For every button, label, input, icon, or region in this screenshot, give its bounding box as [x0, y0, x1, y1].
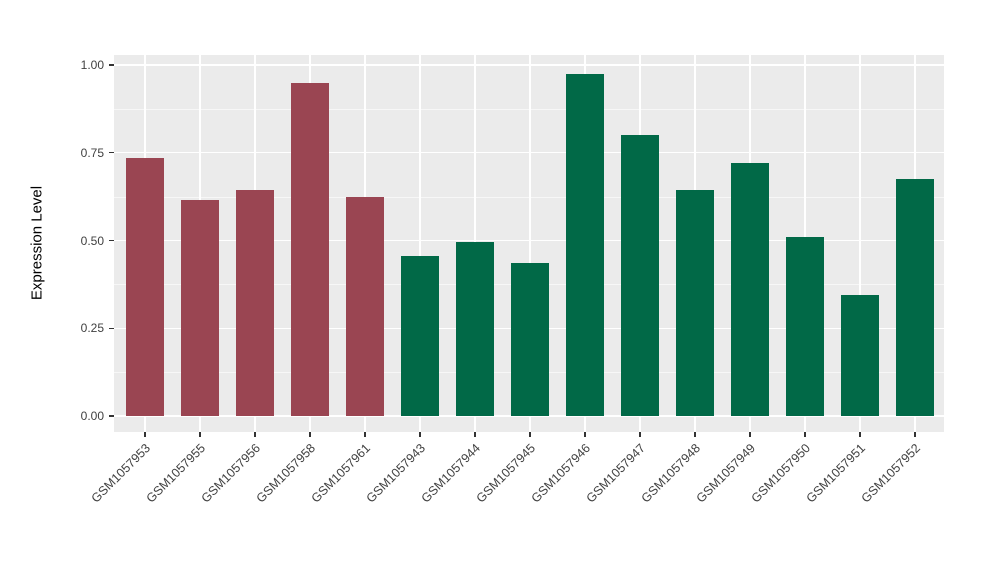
x-tick-mark — [804, 432, 806, 437]
bar-GSM1057950 — [786, 237, 824, 416]
y-tick-label: 0.50 — [80, 233, 104, 248]
horizontal-minor-gridline — [114, 108, 944, 110]
x-tick-mark — [144, 432, 146, 437]
bar-GSM1057953 — [126, 158, 164, 416]
horizontal-major-gridline — [114, 64, 944, 66]
vertical-gridline — [859, 55, 861, 432]
horizontal-minor-gridline — [114, 196, 944, 198]
bar-GSM1057961 — [346, 197, 384, 416]
bar-GSM1057946 — [566, 74, 604, 416]
bar-GSM1057952 — [896, 179, 934, 416]
x-tick-mark — [474, 432, 476, 437]
y-tick-label: 0.00 — [80, 409, 104, 423]
x-tick-mark — [749, 432, 751, 437]
y-tick-label: 0.25 — [80, 321, 104, 336]
plot-panel — [114, 55, 944, 432]
horizontal-major-gridline — [114, 239, 944, 242]
x-tick-mark — [694, 432, 696, 437]
bar-GSM1057958 — [291, 83, 329, 416]
bar-GSM1057951 — [841, 295, 879, 416]
vertical-gridline — [529, 55, 531, 432]
x-tick-mark — [419, 432, 421, 437]
y-tick-mark — [109, 239, 114, 242]
x-tick-mark — [639, 432, 641, 437]
x-tick-mark — [529, 432, 531, 437]
y-tick-mark — [109, 415, 114, 417]
bar-GSM1057943 — [401, 256, 439, 416]
bar-GSM1057947 — [621, 135, 659, 416]
vertical-gridline — [419, 55, 421, 432]
bar-GSM1057945 — [511, 263, 549, 416]
bar-GSM1057944 — [456, 242, 494, 416]
bar-GSM1057948 — [676, 190, 714, 416]
bar-GSM1057949 — [731, 163, 769, 416]
y-tick-label: 0.75 — [80, 145, 104, 160]
bar-GSM1057956 — [236, 190, 274, 416]
x-tick-mark — [254, 432, 256, 437]
y-tick-label: 1.00 — [80, 58, 104, 72]
y-tick-mark — [109, 152, 114, 154]
x-tick-mark — [914, 432, 916, 437]
y-tick-mark — [109, 64, 114, 66]
x-tick-mark — [859, 432, 861, 437]
bar-GSM1057955 — [181, 200, 219, 416]
x-tick-mark — [364, 432, 366, 437]
y-tick-mark — [109, 327, 114, 329]
x-tick-mark — [199, 432, 201, 437]
x-tick-mark — [584, 432, 586, 437]
x-tick-mark — [309, 432, 311, 437]
horizontal-major-gridline — [114, 152, 944, 154]
